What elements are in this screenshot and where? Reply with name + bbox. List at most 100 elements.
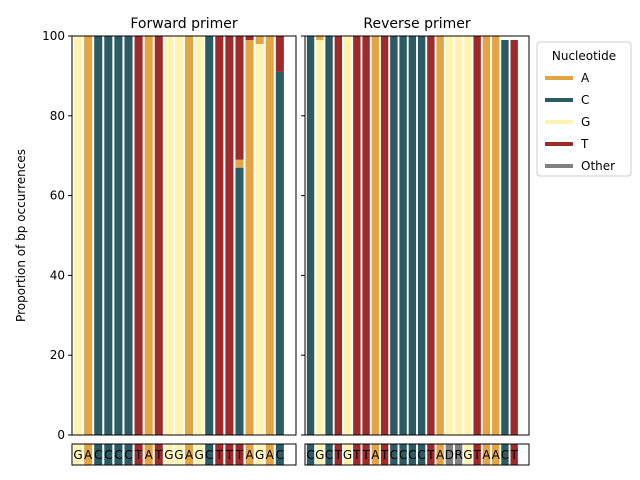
sequence-cell xyxy=(325,444,333,465)
legend-title: Nucleotide xyxy=(552,49,616,63)
sequence-letter: A xyxy=(492,448,501,462)
sequence-letter: C xyxy=(390,448,398,462)
sequence-letter: A xyxy=(266,448,275,462)
bar-segment-T xyxy=(235,36,244,160)
sequence-cell xyxy=(245,444,254,465)
sequence-letter: C xyxy=(104,448,112,462)
sequence-letter: T xyxy=(472,448,481,462)
sequence-letter: A xyxy=(436,448,445,462)
sequence-letter: G xyxy=(315,448,324,462)
sequence-letter: C xyxy=(325,448,333,462)
sequence-frame xyxy=(71,443,297,466)
sequence-letter: R xyxy=(454,448,462,462)
sequence-letter: A xyxy=(145,448,154,462)
y-tick-label: 20 xyxy=(50,348,65,362)
sequence-cell xyxy=(195,444,204,465)
sequence-cell xyxy=(94,444,103,465)
bar-segment-T xyxy=(510,39,518,436)
sequence-letter: A xyxy=(185,448,194,462)
bar-segment-A xyxy=(482,36,491,435)
bar-segment-C xyxy=(114,36,123,435)
sequence-letter: A xyxy=(245,448,254,462)
bar-segment-T xyxy=(215,36,224,435)
bar-segment-T xyxy=(225,36,234,435)
sequence-letter: T xyxy=(426,448,435,462)
sequence-cell xyxy=(164,444,173,465)
bar-segment-T xyxy=(154,36,163,435)
y-axis-label: Proportion of bp occurrences xyxy=(14,149,28,322)
sequence-letter: C xyxy=(124,448,132,462)
sequence-cell xyxy=(84,444,93,465)
sequence-letter: C xyxy=(417,448,425,462)
bar-segment-G xyxy=(454,36,463,435)
sequence-letter: C xyxy=(94,448,102,462)
sequence-cell xyxy=(417,444,426,465)
bar-segment-G xyxy=(445,36,454,435)
sequence-cell xyxy=(215,444,224,465)
sequence-cell xyxy=(265,444,274,465)
bar-segment-A xyxy=(235,159,244,168)
bar-segment-C xyxy=(399,36,407,435)
bar-segment-C xyxy=(417,36,426,435)
legend-label: A xyxy=(581,71,590,85)
sequence-cell xyxy=(454,444,463,465)
sequence-letter: T xyxy=(334,448,343,462)
bar-segment-C xyxy=(205,36,214,435)
bar-segment-C xyxy=(408,36,417,435)
sequence-letter: T xyxy=(134,448,143,462)
sequence-cell xyxy=(353,444,361,465)
bar-segment-C xyxy=(94,36,103,435)
plot-frame xyxy=(304,35,530,436)
bar-segment-C xyxy=(275,71,284,435)
legend-label: G xyxy=(581,115,590,129)
sequence-letter: A xyxy=(371,448,380,462)
bar-segment-G xyxy=(174,36,183,435)
bar-segment-T xyxy=(134,36,143,435)
sequence-cell xyxy=(371,444,380,465)
y-tick-label: 100 xyxy=(42,29,65,43)
bar-segment-T xyxy=(380,36,389,435)
bar-segment-T xyxy=(353,36,361,435)
sequence-cell xyxy=(491,444,500,465)
sequence-cell xyxy=(427,444,435,465)
sequence-cell xyxy=(436,444,444,465)
sequence-letter: C xyxy=(306,448,314,462)
legend-label: C xyxy=(581,93,589,107)
sequence-letter: T xyxy=(215,448,224,462)
sequence-cell xyxy=(74,444,83,465)
sequence-letter: T xyxy=(225,448,234,462)
bar-segment-T xyxy=(362,36,370,435)
bar-segment-G xyxy=(316,39,324,436)
sequence-letter: T xyxy=(235,448,244,462)
sequence-cell xyxy=(408,444,417,465)
legend-label: Other xyxy=(581,159,615,173)
bar-segment-G xyxy=(164,36,173,435)
sequence-letter: C xyxy=(205,448,213,462)
bar-segment-G xyxy=(195,36,204,435)
sequence-cell xyxy=(445,444,454,465)
sequence-cell xyxy=(255,444,264,465)
sequence-cell xyxy=(343,444,352,465)
bar-segment-A xyxy=(371,36,380,435)
sequence-cell xyxy=(501,444,509,465)
sequence-letter: G xyxy=(174,448,183,462)
y-tick-label: 40 xyxy=(50,268,65,282)
bar-segment-A xyxy=(255,36,264,44)
bar-segment-G xyxy=(74,36,83,435)
panel-title: Reverse primer xyxy=(363,16,471,32)
sequence-letter: A xyxy=(482,448,491,462)
y-tick-label: 0 xyxy=(57,428,65,442)
sequence-cell xyxy=(134,444,143,465)
sequence-letter: G xyxy=(164,448,173,462)
bar-segment-C xyxy=(306,36,315,435)
bar-segment-T xyxy=(473,36,481,435)
bar-segment-A xyxy=(316,36,324,40)
sequence-letter: A xyxy=(84,448,93,462)
sequence-cell xyxy=(235,444,244,465)
